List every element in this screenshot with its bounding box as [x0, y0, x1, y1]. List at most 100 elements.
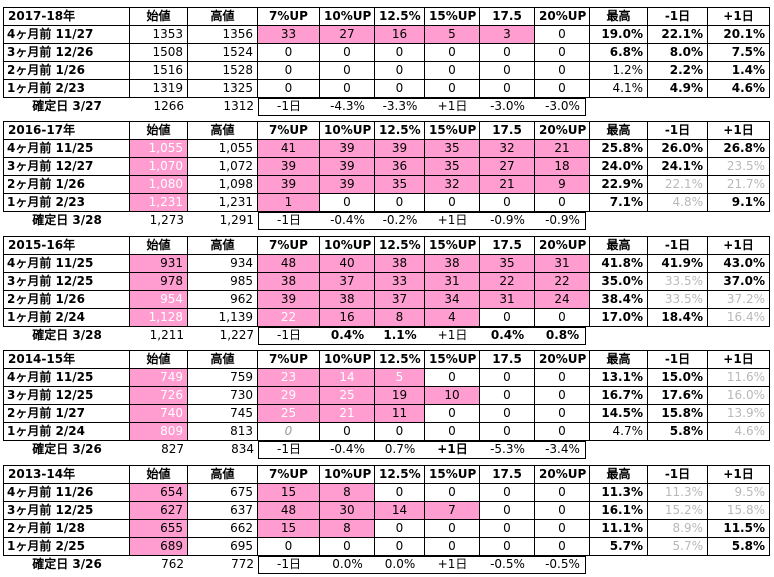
cell: 38: [258, 273, 320, 291]
cell: 0: [320, 538, 375, 556]
row-label: 4ヶ月前 11/25: [4, 369, 130, 387]
header-cell: 20%UP: [535, 237, 590, 255]
cell: 0: [535, 484, 590, 502]
cell: 16.7%: [590, 387, 648, 405]
cell: 17.0%: [590, 309, 648, 327]
cell: 15: [258, 484, 320, 502]
cell: 15.8%: [648, 405, 708, 423]
header-cell: 20%UP: [535, 466, 590, 484]
header-cell: 高値: [188, 8, 258, 26]
cell: 0: [425, 369, 480, 387]
cell: 0: [258, 44, 320, 62]
cell: 827: [161, 442, 184, 456]
row-label: 3ヶ月前 12/25: [4, 273, 130, 291]
cell: -0.4%: [330, 442, 365, 456]
cell: 0: [258, 423, 320, 441]
cell: 22: [535, 273, 590, 291]
header-cell: -1日: [648, 237, 708, 255]
cell: 15.2%: [648, 502, 708, 520]
header-cell: 最高: [590, 8, 648, 26]
cell: 0: [535, 26, 590, 44]
header-cell: +1日: [708, 8, 770, 26]
cell: 9: [535, 176, 590, 194]
cell: 11.1%: [590, 520, 648, 538]
header-cell: 12.5%: [375, 122, 425, 140]
cell: 5.7%: [590, 538, 648, 556]
header-cell: -1日: [648, 351, 708, 369]
header-cell: +1日: [708, 122, 770, 140]
cell: 1.4%: [708, 62, 770, 80]
cell: 978: [130, 273, 188, 291]
header-cell: 7%UP: [258, 122, 320, 140]
cell: 16.1%: [590, 502, 648, 520]
cell: 0: [480, 520, 535, 538]
row-label: 3ヶ月前 12/27: [4, 158, 130, 176]
cell: -0.4%: [330, 213, 365, 227]
cell: 18.4%: [648, 309, 708, 327]
cell: 27: [320, 26, 375, 44]
header-cell: 始値: [130, 122, 188, 140]
row-label: 1ヶ月前 2/24: [4, 309, 130, 327]
cell: 0: [375, 484, 425, 502]
row-label: 2ヶ月前 1/27: [4, 405, 130, 423]
cell: 35.0%: [590, 273, 648, 291]
cell: 1.1%: [383, 328, 417, 342]
cell: 1,231: [130, 194, 188, 212]
cell: 23: [258, 369, 320, 387]
cell: 834: [231, 442, 254, 456]
header-cell: 最高: [590, 122, 648, 140]
row-label: 確定日 3/28: [32, 213, 102, 227]
confirm-box: [258, 212, 586, 230]
cell: 954: [130, 291, 188, 309]
cell: 22: [480, 273, 535, 291]
cell: 1,055: [188, 140, 258, 158]
cell: -4.3%: [330, 99, 365, 113]
cell: 1,231: [188, 194, 258, 212]
cell: 1,055: [130, 140, 188, 158]
cell: 931: [130, 255, 188, 273]
cell: 0: [535, 62, 590, 80]
cell: 4.6%: [708, 80, 770, 98]
cell: 25.8%: [590, 140, 648, 158]
cell: 4.8%: [648, 194, 708, 212]
table-frame: [3, 350, 770, 441]
cell: 0: [320, 44, 375, 62]
header-cell: 15%UP: [425, 466, 480, 484]
cell: 10: [425, 387, 480, 405]
cell: 1,070: [130, 158, 188, 176]
table-frame: [3, 465, 770, 556]
header-cell: 高値: [188, 351, 258, 369]
cell: 0: [535, 80, 590, 98]
header-cell: +1日: [708, 466, 770, 484]
header-cell: 10%UP: [320, 351, 375, 369]
cell: 8: [320, 520, 375, 538]
cell: 38: [320, 291, 375, 309]
header-cell: 12.5%: [375, 237, 425, 255]
header-cell: 15%UP: [425, 351, 480, 369]
cell: 41.9%: [648, 255, 708, 273]
header-cell: 15%UP: [425, 8, 480, 26]
cell: 1,227: [219, 328, 254, 342]
cell: 14.5%: [590, 405, 648, 423]
header-cell: 高値: [188, 122, 258, 140]
header-cell: 7%UP: [258, 237, 320, 255]
cell: 740: [130, 405, 188, 423]
cell: 0: [480, 194, 535, 212]
cell: 8.0%: [648, 44, 708, 62]
row-label: 4ヶ月前 11/27: [4, 26, 130, 44]
cell: 15: [258, 520, 320, 538]
cell: 37: [320, 273, 375, 291]
cell: 0: [535, 194, 590, 212]
header-cell: 12.5%: [375, 466, 425, 484]
cell: 0: [425, 520, 480, 538]
cell: -0.5%: [490, 557, 525, 571]
cell: 29: [258, 387, 320, 405]
cell: 38: [375, 255, 425, 273]
row-label: 2ヶ月前 1/26: [4, 291, 130, 309]
cell: 4.7%: [590, 423, 648, 441]
cell: 0: [480, 369, 535, 387]
cell: 1,072: [188, 158, 258, 176]
header-cell: 2017-18年: [4, 8, 130, 26]
cell: -1日: [277, 557, 301, 571]
cell: 14: [375, 502, 425, 520]
